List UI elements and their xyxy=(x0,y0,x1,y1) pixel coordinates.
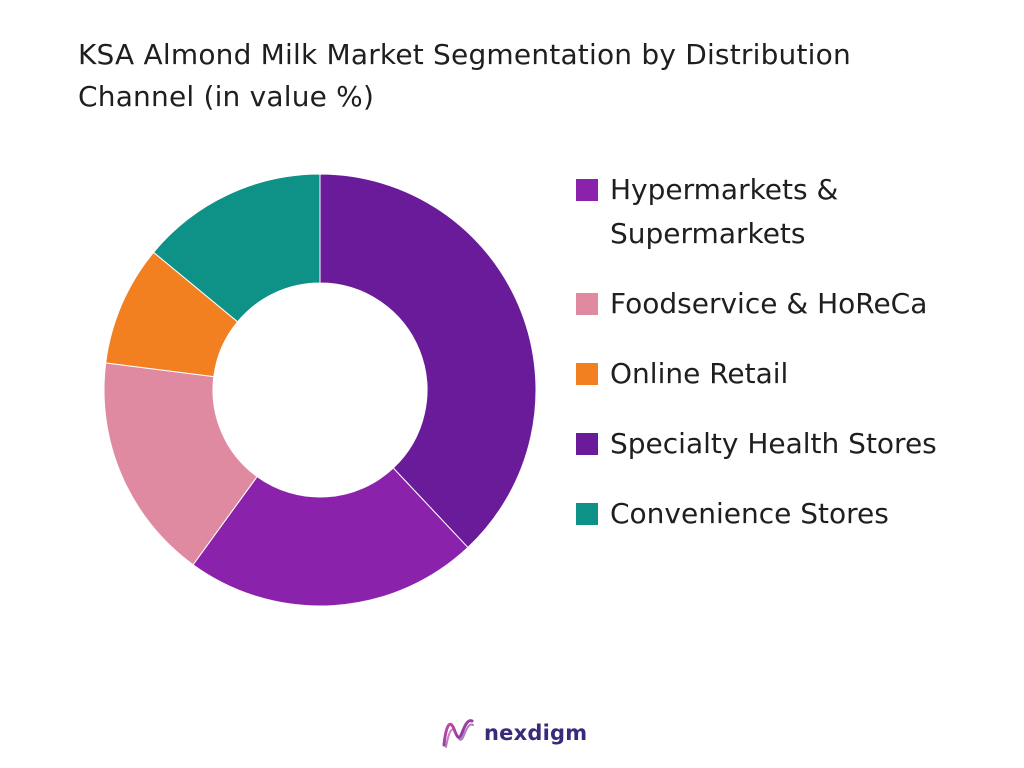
legend-swatch xyxy=(576,433,598,455)
donut-slice-hypermarkets xyxy=(192,467,469,607)
donut-chart xyxy=(103,173,537,607)
legend-swatch xyxy=(576,179,598,201)
legend-item-convenience: Convenience Stores xyxy=(576,492,1016,536)
donut-slice-specialty-health xyxy=(319,173,537,549)
legend-label: Hypermarkets & Supermarkets xyxy=(610,173,839,250)
donut-slice-convenience xyxy=(152,173,321,323)
legend-swatch xyxy=(576,363,598,385)
donut-slice-foodservice xyxy=(103,362,258,566)
legend-label: Specialty Health Stores xyxy=(610,427,937,460)
legend-label: Convenience Stores xyxy=(610,497,889,530)
legend-item-foodservice: Foodservice & HoReCa xyxy=(576,282,1016,326)
legend-label: Online Retail xyxy=(610,357,789,390)
legend-item-online-retail: Online Retail xyxy=(576,352,1016,396)
logo-text: nexdigm xyxy=(484,721,588,745)
chart-legend: Hypermarkets & Supermarkets Foodservice … xyxy=(576,168,1016,562)
chart-title: KSA Almond Milk Market Segmentation by D… xyxy=(78,38,851,113)
legend-swatch xyxy=(576,503,598,525)
nexdigm-logo-icon xyxy=(442,719,474,748)
legend-swatch xyxy=(576,293,598,315)
legend-item-specialty-health: Specialty Health Stores xyxy=(576,422,1016,466)
nexdigm-logo: nexdigm xyxy=(440,713,587,753)
legend-label: Foodservice & HoReCa xyxy=(610,287,928,320)
legend-item-hypermarkets: Hypermarkets & Supermarkets xyxy=(576,168,910,256)
